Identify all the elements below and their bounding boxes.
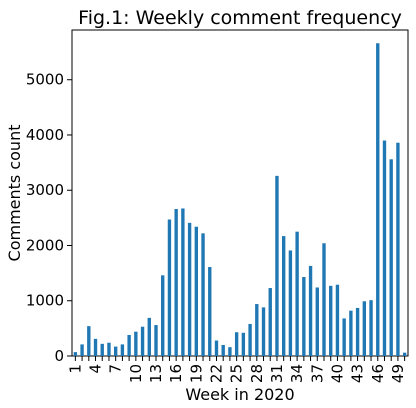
bar-week-40 (335, 284, 340, 356)
bar-week-19 (194, 226, 198, 356)
bar-week-32 (282, 236, 286, 356)
x-axis-label: Week in 2020 (185, 385, 294, 404)
x-tick-label: 10 (127, 364, 145, 383)
bar-week-34 (295, 231, 299, 356)
x-tick-label: 28 (248, 364, 266, 383)
chart-title: Fig.1: Weekly comment frequency (78, 7, 402, 29)
bar-week-5 (100, 343, 104, 356)
y-tick-label: 2000 (26, 236, 64, 254)
x-tick-label: 1 (66, 364, 84, 374)
bar-week-10 (134, 331, 138, 356)
bar-week-4 (93, 338, 98, 356)
x-tick-label: 25 (228, 364, 246, 383)
bar-week-44 (362, 301, 366, 356)
y-axis-label: Comments count (5, 125, 24, 262)
bar-week-47 (382, 140, 387, 356)
bar-week-35 (302, 276, 306, 356)
x-tick-label: 46 (369, 364, 387, 383)
bar-week-50 (402, 352, 407, 356)
bar-week-20 (201, 233, 205, 356)
bar-week-7 (114, 346, 118, 356)
bar-week-16 (174, 209, 178, 356)
bar-week-11 (140, 326, 145, 356)
y-tick-label: 3000 (26, 181, 64, 199)
x-tick-label: 43 (349, 364, 367, 383)
x-tick-label: 4 (87, 364, 105, 374)
y-tick-label: 4000 (26, 126, 64, 144)
bar-week-9 (127, 335, 131, 356)
bar-week-27 (248, 323, 252, 356)
bar-week-26 (241, 332, 246, 356)
bar-week-46 (376, 43, 380, 356)
bar-week-15 (167, 219, 172, 356)
bar-week-36 (308, 265, 313, 356)
bar-week-2 (80, 344, 84, 356)
x-axis-ticks: 1 4 7 10 13 16 19 22 25 28 31 34 37 40 43 46 49 (66, 356, 407, 383)
bar-week-41 (342, 318, 346, 356)
bar-week-30 (268, 288, 272, 356)
plot-frame (71, 29, 409, 357)
bar-week-22 (214, 340, 219, 356)
bar-week-1 (73, 352, 78, 356)
x-tick-label: 49 (389, 364, 407, 383)
x-tick-label: 34 (288, 364, 306, 383)
bar-series (73, 43, 407, 356)
bar-week-29 (261, 307, 266, 356)
bar-week-31 (275, 175, 279, 356)
bar-week-17 (181, 208, 185, 356)
bar-week-3 (87, 326, 91, 356)
x-tick-label: 19 (187, 364, 205, 383)
x-tick-label: 13 (147, 364, 165, 383)
y-tick-label: 5000 (26, 71, 64, 89)
bar-week-8 (120, 344, 125, 356)
bar-week-23 (221, 344, 225, 356)
x-tick-label: 37 (308, 364, 326, 383)
y-axis-ticks: 0 1000 2000 3000 4000 5000 (26, 71, 72, 365)
bar-week-6 (107, 342, 111, 356)
bar-week-18 (187, 222, 192, 356)
bar-week-37 (315, 287, 319, 356)
bar-week-38 (322, 243, 326, 356)
x-tick-label: 7 (107, 364, 125, 374)
x-tick-label: 31 (268, 364, 286, 383)
bar-week-28 (255, 304, 259, 356)
bar-week-24 (228, 347, 232, 356)
bar-week-42 (349, 310, 353, 356)
x-tick-label: 16 (167, 364, 185, 383)
bar-week-33 (288, 250, 293, 356)
x-tick-label: 40 (328, 364, 346, 383)
x-tick-label: 22 (207, 364, 225, 383)
bar-week-39 (329, 285, 333, 356)
y-tick-label: 1000 (26, 292, 64, 310)
bar-week-13 (154, 325, 158, 356)
bar-week-12 (147, 317, 151, 356)
bar-week-21 (208, 267, 212, 356)
bar-week-49 (396, 142, 400, 356)
bar-week-25 (234, 332, 239, 356)
y-tick-label: 0 (54, 347, 64, 365)
bar-week-14 (161, 275, 165, 356)
bar-week-45 (369, 300, 373, 356)
bar-week-43 (355, 307, 360, 356)
bar-week-48 (389, 159, 393, 356)
